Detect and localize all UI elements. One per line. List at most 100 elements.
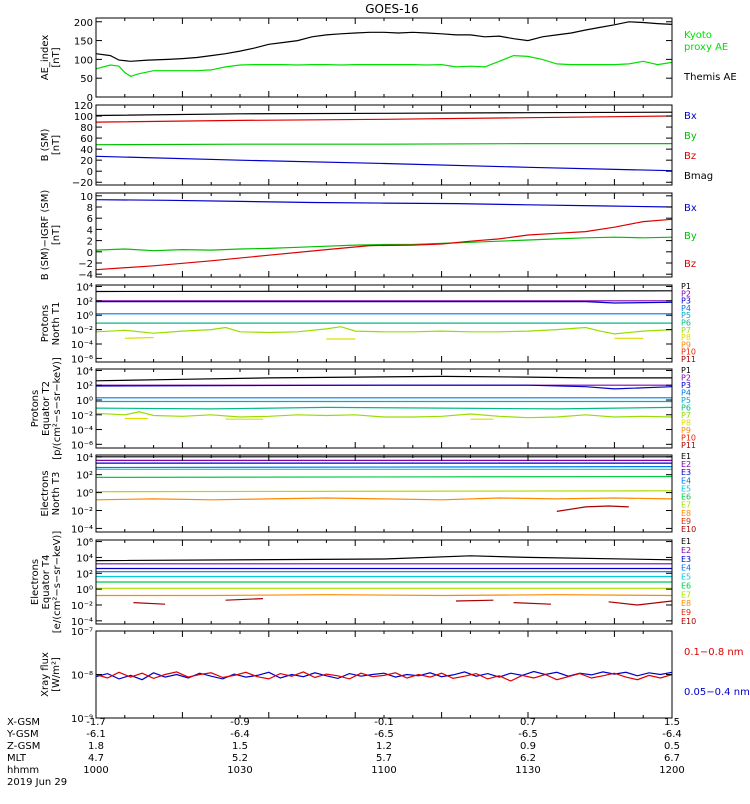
y-axis-label-line-protons-t2-2: [p/(cm²−s−sr−keV)] [52, 357, 63, 460]
legend-protons-t2-6: P7 [681, 411, 691, 420]
ytick-label-bsm-7: 120 [74, 101, 93, 112]
legend-protons-t1-7: P8 [681, 333, 691, 342]
series-line-protons-t1-6 [124, 336, 154, 339]
y-axis-label-line-protons-t2-1: Equator T2 [41, 381, 52, 436]
legend-protons-t1-8: P9 [681, 340, 691, 349]
ytick-label-protons-t1-5: 10⁴ [76, 282, 93, 293]
ytick-label-protons-t1-1: 10⁻⁴ [71, 340, 93, 351]
y-axis-label-line-electrons-t3-0: Electrons [40, 470, 51, 516]
orbit-value-2-4: 0.5 [664, 741, 680, 752]
orbit-value-2-3: 0.9 [520, 741, 536, 752]
legend-protons-t1-0: P1 [681, 282, 691, 291]
series-line-protons-t1-0 [95, 290, 673, 293]
legend-electrons-t3-3: E4 [681, 476, 691, 485]
series-line-bsm-1 [95, 115, 673, 123]
legend-protons-t1-6: P7 [681, 326, 691, 335]
orbit-value-0-3: 0.7 [520, 717, 536, 728]
ytick-label-bsm-1: 0 [87, 167, 93, 178]
ytick-label-ae-3: 150 [74, 37, 93, 48]
orbit-row-label-4: hhmm [7, 765, 39, 776]
series-line-electrons-t4-9 [225, 598, 264, 601]
ytick-label-protons-t2-4: 10² [76, 381, 93, 392]
legend-xray-0: 0.1−0.8 nm [684, 647, 743, 658]
legend-xray-1: 0.05−0.4 nm [684, 687, 750, 698]
ytick-label-bresid-1: −2 [78, 259, 93, 270]
series-line-bsm-2 [95, 143, 672, 146]
ytick-label-electrons-t3-2: 10⁰ [76, 489, 93, 500]
legend-electrons-t3-5: E6 [681, 493, 691, 502]
ytick-label-electrons-t3-1: 10⁻² [71, 507, 93, 518]
legend-electrons-t4-7: E8 [681, 599, 691, 608]
y-axis-label-line-electrons-t4-0: Electrons [30, 559, 41, 605]
ytick-label-bresid-6: 8 [87, 203, 93, 214]
y-axis-label-ae: AE_index[nT] [40, 35, 62, 81]
ytick-label-electrons-t4-3: 10² [76, 569, 93, 580]
orbit-value-4-3: 1130 [515, 765, 540, 776]
series-line-electrons-t3-7 [95, 497, 673, 501]
legend-protons-t2-7: P8 [681, 419, 691, 428]
orbit-value-4-4: 1200 [659, 765, 684, 776]
orbit-value-0-2: -0.1 [374, 717, 394, 728]
ytick-label-bsm-0: −20 [72, 178, 93, 189]
series-line-bsm-3 [95, 155, 673, 172]
series-line-protons-t2-2 [95, 384, 673, 390]
series-line-electrons-t3-3 [95, 466, 673, 469]
ytick-label-electrons-t4-1: 10⁻² [71, 601, 93, 612]
legend-bsm-3: Bmag [684, 171, 713, 182]
legend-electrons-t4-9: E10 [681, 617, 696, 626]
orbit-value-3-0: 4.7 [88, 753, 104, 764]
series-line-protons-t2-6 [95, 411, 673, 419]
orbit-row-label-2: Z-GSM [7, 741, 40, 752]
legend-protons-t1-2: P3 [681, 297, 691, 306]
ytick-label-protons-t2-5: 10⁴ [76, 366, 93, 377]
ytick-label-bresid-2: 0 [87, 248, 93, 259]
legend-ae-0: Kyoto [684, 30, 712, 41]
ytick-label-protons-t1-3: 10⁰ [76, 311, 93, 322]
y-axis-label-line-electrons-t3-1: North T3 [51, 472, 62, 516]
orbit-value-4-0: 1000 [83, 765, 108, 776]
series-line-bsm-0 [95, 111, 673, 117]
y-axis-label-line-electrons-t4-2: [e/(cm²−s−sr−keV)] [52, 531, 63, 634]
panel-electrons-t3: 10⁻⁴ 10⁻² 10⁰ 10² 10⁴ ElectronsNorth T3 E1E2E3… [40, 452, 696, 535]
ytick-label-protons-t2-0: 10⁻⁶ [71, 440, 93, 451]
ytick-label-bsm-2: 20 [80, 156, 93, 167]
y-axis-label-line-bsm-1: [nT] [51, 135, 62, 155]
y-axis-label-line-protons-t1-1: North T1 [51, 302, 62, 346]
legend-protons-t1-4: P5 [681, 311, 691, 320]
y-axis-label-line-ae-1: [nT] [51, 47, 62, 67]
chart-title: GOES-16 [365, 2, 419, 16]
series-line-ae-1 [95, 54, 673, 77]
legend-bsm-1: By [684, 131, 697, 142]
orbit-value-1-3: -6.5 [518, 729, 538, 740]
orbit-value-1-2: -6.5 [374, 729, 394, 740]
legend-protons-t2-2: P3 [681, 381, 691, 390]
ytick-label-protons-t2-3: 10⁰ [76, 396, 93, 407]
orbit-value-3-1: 5.2 [232, 753, 248, 764]
ytick-label-protons-t1-0: 10⁻⁶ [71, 354, 93, 365]
orbit-value-1-1: -6.4 [230, 729, 250, 740]
series-line-electrons-t3-6 [95, 490, 673, 493]
legend-ae-2: Themis AE [683, 72, 737, 83]
legend-bresid-2: Bz [684, 259, 696, 270]
legend-protons-t2-4: P5 [681, 396, 691, 405]
legend-electrons-t3-9: E10 [681, 525, 696, 534]
panel-protons-t1: 10⁻⁶ 10⁻⁴ 10⁻² 10⁰ 10² 10⁴ ProtonsNorth T1 P1P2… [40, 282, 696, 365]
y-axis-label-bresid: B (SM)−IGRF (SM)[nT] [40, 190, 62, 281]
legend-protons-t1-5: P6 [681, 319, 691, 328]
ytick-label-protons-t2-2: 10⁻² [71, 411, 93, 422]
y-axis-label-line-protons-t2-0: Protons [30, 390, 41, 427]
legend-protons-t2-9: P10 [681, 434, 696, 443]
ytick-label-bresid-0: −4 [78, 270, 93, 281]
legend-electrons-t3-7: E8 [681, 509, 691, 518]
date-label: 2019 Jun 29 [7, 777, 67, 788]
ytick-label-bsm-4: 60 [80, 134, 93, 145]
orbit-value-3-3: 6.2 [520, 753, 536, 764]
legend-electrons-t4-5: E6 [681, 581, 691, 590]
legend-ae-1: proxy AE [684, 42, 728, 53]
legend-protons-t2-8: P9 [681, 426, 691, 435]
orbit-value-0-4: 1.5 [664, 717, 680, 728]
